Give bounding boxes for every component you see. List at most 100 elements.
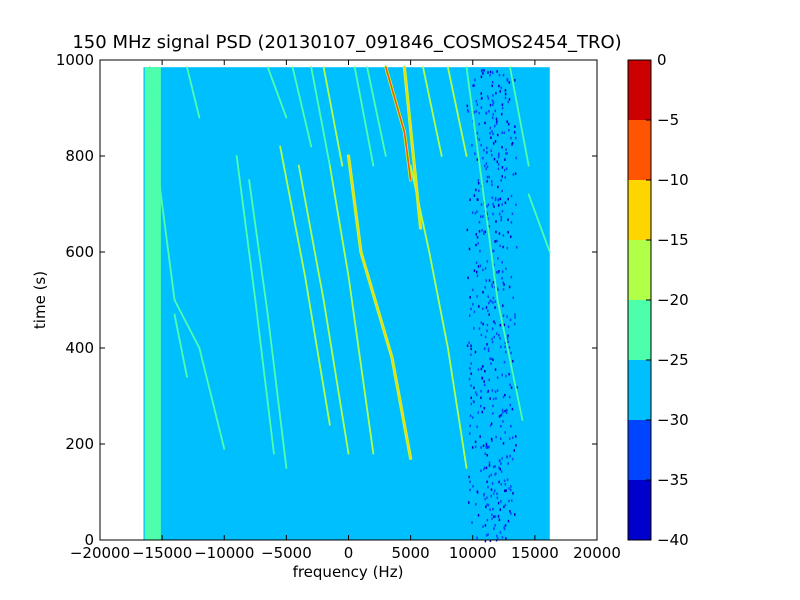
noise-pixel <box>475 503 477 506</box>
noise-pixel <box>504 176 507 179</box>
noise-pixel <box>503 489 506 493</box>
plot-area <box>143 65 551 543</box>
noise-pixel <box>470 353 472 357</box>
noise-pixel <box>487 295 489 298</box>
noise-pixel <box>482 156 484 160</box>
noise-pixel <box>503 526 505 529</box>
noise-pixel <box>478 138 481 141</box>
noise-pixel <box>483 148 485 152</box>
noise-pixel <box>504 393 506 397</box>
x-tick-label: 10000 <box>449 544 497 562</box>
y-tick-label: 600 <box>65 243 94 261</box>
noise-pixel <box>515 246 518 249</box>
noise-pixel <box>487 503 490 507</box>
signal-trace <box>173 313 188 378</box>
noise-pixel <box>493 489 496 493</box>
noise-pixel <box>506 337 509 340</box>
noise-pixel <box>497 501 500 505</box>
noise-pixel <box>473 269 476 272</box>
noise-pixel <box>477 179 480 182</box>
noise-pixel <box>488 445 490 449</box>
noise-pixel <box>472 303 474 306</box>
noise-pixel <box>473 386 475 390</box>
colorbar-segment <box>628 180 651 240</box>
noise-pixel <box>493 335 496 339</box>
noise-pixel <box>484 524 487 527</box>
noise-pixel <box>474 211 477 215</box>
noise-pixel <box>496 133 499 137</box>
noise-pixel <box>469 198 471 202</box>
noise-pixel <box>494 368 497 371</box>
noise-pixel <box>505 267 507 270</box>
left-band <box>144 67 161 540</box>
noise-pixel <box>483 69 485 72</box>
noise-pixel <box>485 443 488 447</box>
noise-pixel <box>501 166 504 169</box>
noise-pixel <box>504 158 506 161</box>
noise-pixel <box>493 527 495 530</box>
noise-pixel <box>467 110 470 113</box>
noise-pixel <box>492 249 494 253</box>
noise-pixel <box>490 437 493 441</box>
noise-pixel <box>493 263 495 267</box>
noise-pixel <box>498 73 501 77</box>
noise-pixel <box>492 113 494 116</box>
noise-pixel <box>507 462 509 465</box>
noise-pixel <box>499 323 502 327</box>
noise-pixel <box>514 313 516 316</box>
noise-pixel <box>496 496 499 500</box>
noise-pixel <box>482 215 484 218</box>
noise-pixel <box>492 281 495 284</box>
noise-pixel <box>501 408 504 412</box>
noise-pixel <box>480 389 482 393</box>
noise-pixel <box>497 185 499 189</box>
noise-pixel <box>503 323 506 327</box>
noise-pixel <box>476 131 479 135</box>
noise-pixel <box>510 488 512 492</box>
noise-pixel <box>505 350 507 354</box>
noise-pixel <box>501 457 503 460</box>
noise-pixel <box>486 329 488 333</box>
noise-pixel <box>491 389 494 392</box>
noise-pixel <box>483 347 486 350</box>
noise-pixel <box>473 84 476 87</box>
noise-pixel <box>505 374 507 378</box>
noise-pixel <box>486 95 489 98</box>
signal-trace <box>310 66 331 167</box>
noise-pixel <box>470 402 472 406</box>
noise-pixel <box>469 432 471 435</box>
noise-pixel <box>482 322 484 326</box>
signal-trace <box>248 179 288 469</box>
noise-pixel <box>493 157 496 161</box>
signal-trace <box>527 193 551 253</box>
noise-pixel <box>486 496 488 500</box>
noise-pixel <box>509 454 511 458</box>
noise-pixel <box>487 71 489 74</box>
noise-pixel <box>491 196 494 200</box>
noise-pixel <box>483 380 485 383</box>
noise-pixel <box>492 132 494 136</box>
noise-pixel <box>486 518 489 522</box>
colorbar-segment <box>628 360 651 420</box>
noise-pixel <box>475 261 478 264</box>
noise-pixel <box>510 136 512 140</box>
noise-pixel <box>496 270 498 274</box>
noise-pixel <box>480 367 483 371</box>
noise-pixel <box>508 499 510 503</box>
noise-pixel <box>481 410 484 414</box>
noise-pixel <box>488 464 491 467</box>
noise-pixel <box>479 215 482 218</box>
noise-pixel <box>487 217 489 220</box>
noise-pixel <box>489 508 491 511</box>
noise-pixel <box>471 416 474 419</box>
noise-pixel <box>502 288 505 291</box>
noise-pixel <box>467 276 469 280</box>
noise-pixel <box>504 168 506 172</box>
noise-pixel <box>500 112 503 116</box>
noise-pixel <box>502 234 505 237</box>
noise-pixel <box>481 376 484 380</box>
noise-pixel <box>495 472 497 475</box>
noise-pixel <box>472 400 475 403</box>
noise-pixel <box>491 285 494 288</box>
